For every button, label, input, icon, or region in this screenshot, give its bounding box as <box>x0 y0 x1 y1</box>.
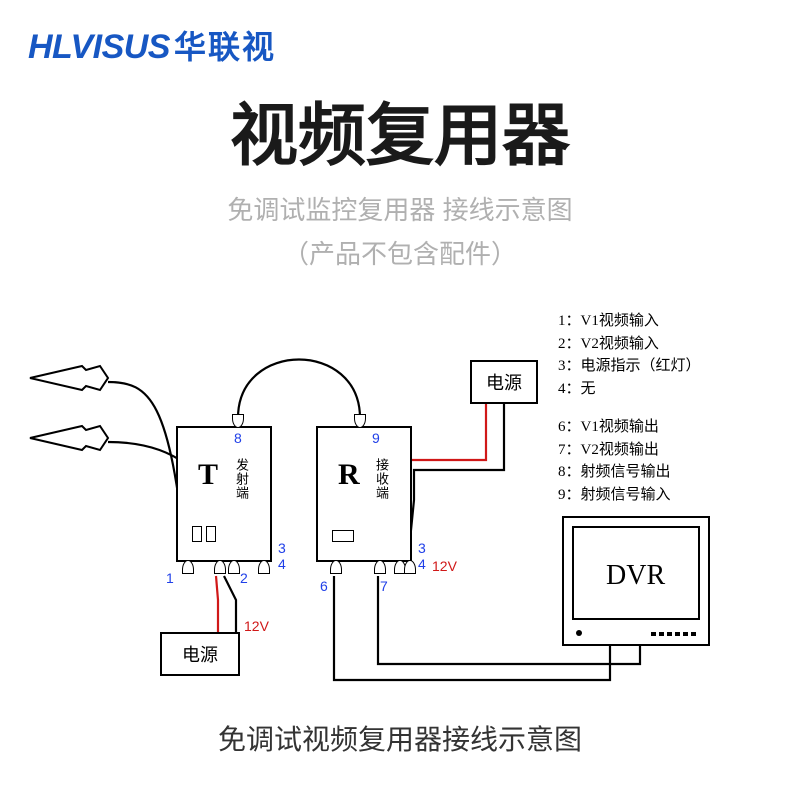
dvr-btn-icon <box>651 632 656 636</box>
module-transmitter: T 发射端 <box>176 426 272 562</box>
main-title: 视频复用器 <box>0 80 800 179</box>
subtitle-line-2: （产品不包含配件） <box>0 234 800 271</box>
module-t-letter: T <box>198 458 218 492</box>
legend-inputs: 1：V1视频输入 2：V2视频输入 3：电源指示（红灯） 4：无 <box>558 310 701 400</box>
module-r-letter: R <box>338 458 360 492</box>
port-num-4a: 4 <box>278 556 286 572</box>
power-box-1-label: 电源 <box>182 641 218 667</box>
port-num-3b: 3 <box>418 540 426 556</box>
label-12v-1: 12V <box>244 618 269 634</box>
legend-line: 9：射频信号输入 <box>558 484 671 507</box>
chip-icon <box>332 530 354 542</box>
legend-outputs: 6：V1视频输出 7：V2视频输出 8：射频信号输出 9：射频信号输入 <box>558 416 671 506</box>
dvr-btn-icon <box>659 632 664 636</box>
subtitle-line-1: 免调试监控复用器 接线示意图 <box>0 190 800 227</box>
chip-icon <box>192 526 202 542</box>
dvr-box: DVR <box>562 516 710 646</box>
module-t-label: 发射端 <box>232 458 251 500</box>
port-num-9: 9 <box>372 430 380 446</box>
dvr-btn-icon <box>675 632 680 636</box>
port-num-6: 6 <box>320 578 328 594</box>
port-icon <box>330 560 342 574</box>
power-box-1: 电源 <box>160 632 240 676</box>
legend-line: 8：射频信号输出 <box>558 461 671 484</box>
port-icon <box>214 560 226 574</box>
module-receiver: R 接收端 <box>316 426 412 562</box>
module-r-label: 接收端 <box>372 458 391 500</box>
diagram-caption: 免调试视频复用器接线示意图 <box>0 718 800 758</box>
port-icon <box>258 560 270 574</box>
dvr-btn-icon <box>691 632 696 636</box>
port-icon <box>354 414 366 428</box>
label-12v-2: 12V <box>432 558 457 574</box>
module-t-chips <box>192 526 216 542</box>
port-num-2: 2 <box>240 570 248 586</box>
dvr-buttons <box>651 632 696 636</box>
port-icon <box>182 560 194 574</box>
brand-logo: HLVISUS华联视 <box>28 22 276 68</box>
logo-en: HLVISUS <box>28 28 170 66</box>
dvr-btn-icon <box>667 632 672 636</box>
port-num-7: 7 <box>380 578 388 594</box>
port-num-4b: 4 <box>418 556 426 572</box>
logo-cn: 华联视 <box>174 29 276 65</box>
legend-line: 3：电源指示（红灯） <box>558 355 701 378</box>
module-r-chips <box>332 530 354 542</box>
port-num-1: 1 <box>166 570 174 586</box>
power-box-2: 电源 <box>470 360 538 404</box>
dvr-btn-icon <box>683 632 688 636</box>
port-num-8: 8 <box>234 430 242 446</box>
power-box-2-label: 电源 <box>486 369 522 395</box>
legend-line: 1：V1视频输入 <box>558 310 701 333</box>
legend-line: 4：无 <box>558 378 701 401</box>
port-icon <box>232 414 244 428</box>
port-icon <box>374 560 386 574</box>
dvr-led-icon <box>576 630 582 636</box>
legend-line: 7：V2视频输出 <box>558 439 671 462</box>
chip-icon <box>206 526 216 542</box>
wiring-diagram: T 发射端 R 接收端 电源 电源 DVR <box>0 300 800 700</box>
legend-line: 6：V1视频输出 <box>558 416 671 439</box>
port-num-3a: 3 <box>278 540 286 556</box>
port-icon <box>404 560 416 574</box>
dvr-label: DVR <box>606 560 665 592</box>
legend-line: 2：V2视频输入 <box>558 333 701 356</box>
port-icon <box>228 560 240 574</box>
